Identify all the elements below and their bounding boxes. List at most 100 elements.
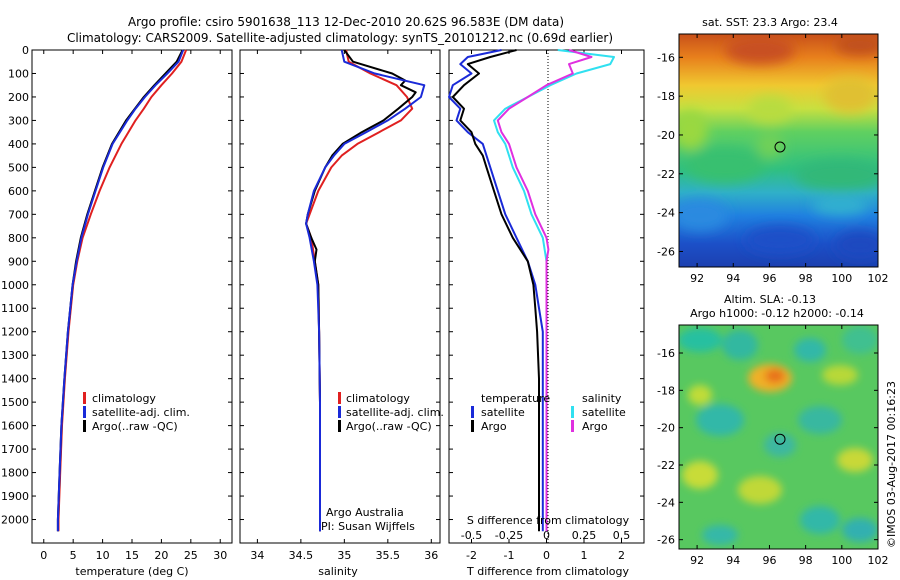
salinity-panel-frame bbox=[239, 49, 441, 544]
map-y-tick-label: -16 bbox=[657, 51, 675, 64]
series-line-satellite-adj-clim- bbox=[56, 49, 185, 532]
depth-tick-label: 300 bbox=[8, 114, 29, 127]
x-tick-label: 0 bbox=[40, 549, 47, 562]
legend-label-s-argo: Argo bbox=[582, 420, 608, 433]
map-x-tick-label: 94 bbox=[726, 554, 740, 567]
depth-tick-label: 1400 bbox=[1, 373, 29, 386]
series-line-satellite-adj-clim- bbox=[305, 49, 426, 532]
x-tick-label: 1 bbox=[581, 549, 588, 562]
map-x-tick-label: 100 bbox=[831, 272, 852, 285]
depth-tick-label: 700 bbox=[8, 208, 29, 221]
x-tick-label: -1 bbox=[504, 549, 515, 562]
argo-location-marker bbox=[774, 433, 786, 445]
x-tick-label: 34 bbox=[250, 549, 264, 562]
legend-swatch-s-satellite bbox=[571, 406, 574, 418]
sla-map-title-1: Altim. SLA: -0.13 bbox=[724, 293, 816, 306]
legend-swatch-argo bbox=[338, 420, 341, 432]
x-tick-label: 36 bbox=[424, 549, 438, 562]
salinity-x-axis: 34 34.5 35 35.5 36 bbox=[250, 50, 438, 562]
map-y-tick-label: -22 bbox=[657, 459, 675, 472]
legend-label-t-satellite: satellite bbox=[481, 406, 525, 419]
map-y-tick-label: -20 bbox=[657, 129, 675, 142]
depth-tick-label: 0 bbox=[22, 44, 29, 57]
title-line-1: Argo profile: csiro 5901638_113 12-Dec-2… bbox=[128, 15, 564, 29]
title-line-2: Climatology: CARS2009. Satellite-adjuste… bbox=[67, 31, 613, 45]
map-y-tick-label: -16 bbox=[657, 347, 675, 360]
temperature-panel-frame bbox=[31, 49, 233, 544]
temperature-x-axis: 0 5 10 15 20 25 30 bbox=[40, 50, 227, 562]
map-y-tick-label: -26 bbox=[657, 534, 675, 547]
map-y-tick-label: -18 bbox=[657, 90, 675, 103]
depth-tick-label: 900 bbox=[8, 255, 29, 268]
series-line-t-argo bbox=[451, 49, 540, 532]
depth-tick-label: 500 bbox=[8, 161, 29, 174]
map-y-tick-label: -18 bbox=[657, 384, 675, 397]
difference-series bbox=[448, 49, 615, 532]
s-tick-label: 0 bbox=[543, 529, 550, 542]
sst-map-title: sat. SST: 23.3 Argo: 23.4 bbox=[702, 16, 838, 29]
legend-swatch-t-argo bbox=[471, 420, 474, 432]
map-x-tick-label: 102 bbox=[868, 554, 889, 567]
legend-swatch-t-satellite bbox=[471, 406, 474, 418]
series-line-s-argo bbox=[496, 49, 593, 532]
x-tick-label: 34.5 bbox=[289, 549, 314, 562]
x-tick-label: 2 bbox=[618, 549, 625, 562]
series-line-argo-raw-qc- bbox=[56, 49, 184, 532]
x-tick-label: 10 bbox=[96, 549, 110, 562]
map-x-tick-label: 94 bbox=[726, 272, 740, 285]
sla-map-frame bbox=[678, 324, 879, 550]
depth-tick-label: 1700 bbox=[1, 443, 29, 456]
series-line-climatology bbox=[305, 49, 414, 532]
x-tick-label: 20 bbox=[154, 549, 168, 562]
depth-tick-label: 1100 bbox=[1, 302, 29, 315]
depth-tick-label: 1500 bbox=[1, 396, 29, 409]
annotation-line-2: PI: Susan Wijffels bbox=[321, 520, 415, 533]
x-tick-label: 35 bbox=[337, 549, 351, 562]
sla-map-axes: 92 94 96 98 100 102 -16 -18 -20 -22 -24 -26 bbox=[657, 325, 889, 567]
depth-tick-label: 600 bbox=[8, 185, 29, 198]
map-y-tick-label: -20 bbox=[657, 422, 675, 435]
legend-swatch-argo bbox=[83, 420, 86, 432]
salinity-legend: climatology satellite-adj. clim. Argo(..… bbox=[338, 392, 444, 433]
s-tick-label: -0.25 bbox=[495, 529, 523, 542]
depth-tick-label: 200 bbox=[8, 91, 29, 104]
t-difference-xlabel: T difference from climatology bbox=[466, 565, 629, 578]
map-x-tick-label: 100 bbox=[831, 554, 852, 567]
depth-tick-label: 1600 bbox=[1, 420, 29, 433]
map-y-tick-label: -24 bbox=[657, 207, 675, 220]
copyright-footer: ©IMOS 03-Aug-2017 00:16:23 bbox=[885, 381, 898, 548]
x-tick-label: 35.5 bbox=[376, 549, 401, 562]
legend-label-s-satellite: satellite bbox=[582, 406, 626, 419]
legend-swatch-satellite bbox=[83, 406, 86, 418]
depth-tick-label: 1800 bbox=[1, 467, 29, 480]
map-x-tick-label: 92 bbox=[690, 554, 704, 567]
legend-swatch-s-argo bbox=[571, 420, 574, 432]
difference-legend-temperature: temperature satellite Argo bbox=[471, 392, 550, 433]
depth-tick-label: 800 bbox=[8, 232, 29, 245]
x-tick-label: 0 bbox=[543, 549, 550, 562]
depth-tick-label: 2000 bbox=[1, 514, 29, 527]
depth-tick-label: 1000 bbox=[1, 279, 29, 292]
legend-label-argo: Argo(..raw -QC) bbox=[92, 420, 178, 433]
legend-label-climatology: climatology bbox=[346, 392, 410, 405]
map-y-tick-label: -24 bbox=[657, 496, 675, 509]
depth-tick-label: 1200 bbox=[1, 326, 29, 339]
difference-legend-salinity: salinity satellite Argo bbox=[571, 392, 626, 433]
map-x-tick-label: 98 bbox=[799, 554, 813, 567]
s-tick-label: -0.5 bbox=[461, 529, 482, 542]
sst-map-frame bbox=[678, 33, 879, 268]
map-y-tick-label: -22 bbox=[657, 168, 675, 181]
legend-label-climatology: climatology bbox=[92, 392, 156, 405]
salinity-xlabel: salinity bbox=[318, 565, 358, 578]
temperature-xlabel: temperature (deg C) bbox=[75, 565, 188, 578]
depth-tick-label: 1300 bbox=[1, 349, 29, 362]
legend-salinity-title: salinity bbox=[582, 392, 622, 405]
map-x-tick-label: 92 bbox=[690, 272, 704, 285]
temperature-legend: climatology satellite-adj. clim. Argo(..… bbox=[83, 392, 190, 433]
difference-x-axis: -2 -1 0 1 2 -0.5 -0.25 0 0.25 0.5 bbox=[461, 50, 630, 562]
map-x-tick-label: 102 bbox=[868, 272, 889, 285]
s-tick-label: 0.5 bbox=[613, 529, 631, 542]
x-tick-label: 5 bbox=[70, 549, 77, 562]
annotation-line-1: Argo Australia bbox=[326, 506, 404, 519]
sst-map-axes: 92 94 96 98 100 102 -16 -18 -20 -22 -24 -26 bbox=[657, 34, 889, 285]
